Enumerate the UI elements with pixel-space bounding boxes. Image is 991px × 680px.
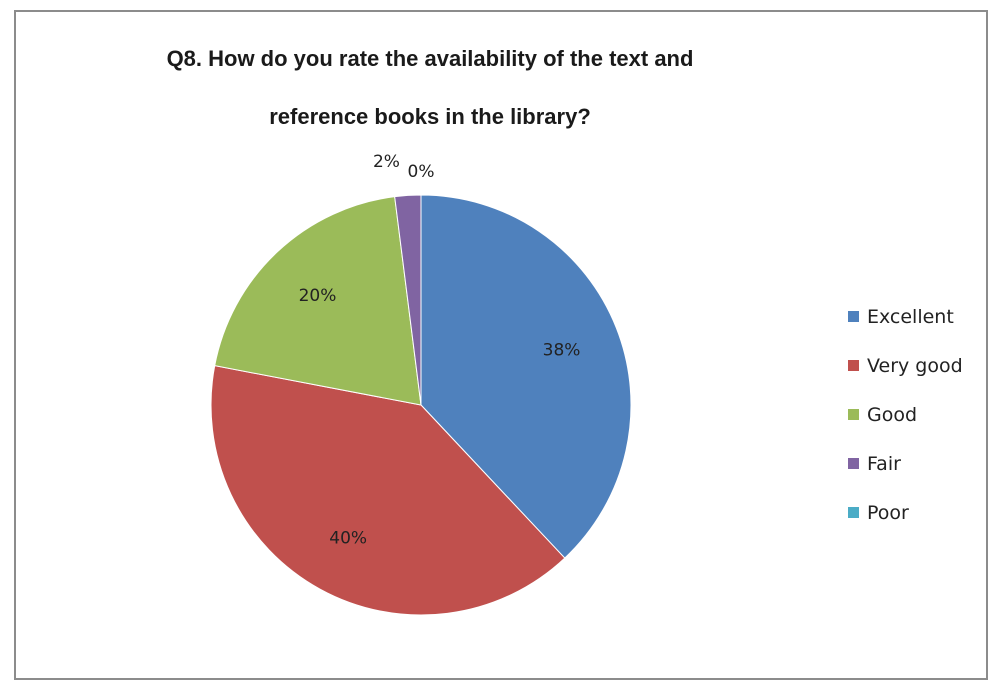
legend-item-excellent: Excellent <box>848 292 963 341</box>
pie-slice-very-good <box>210 365 566 616</box>
chart-title: Q8. How do you rate the availability of … <box>166 46 694 129</box>
pie-chart: 38% 40% 20% 2% 0% <box>210 152 632 616</box>
legend: Excellent Very good Good Fair Poor <box>848 292 963 537</box>
legend-label: Poor <box>867 501 909 524</box>
pie-slice-good <box>214 196 422 406</box>
legend-label: Very good <box>867 354 963 377</box>
legend-label: Fair <box>867 452 901 475</box>
legend-label: Excellent <box>867 305 954 328</box>
legend-swatch <box>848 507 859 518</box>
pie-slice-excellent <box>420 194 632 559</box>
legend-item-fair: Fair <box>848 439 963 488</box>
pie-slice-fair <box>394 194 422 406</box>
data-label-excellent: 38% <box>543 340 581 360</box>
legend-swatch <box>848 311 859 322</box>
data-label-poor: 0% <box>408 162 435 182</box>
legend-swatch <box>848 360 859 371</box>
data-label-good: 20% <box>299 286 337 306</box>
legend-swatch <box>848 409 859 420</box>
data-label-fair: 2% <box>373 152 400 172</box>
legend-item-good: Good <box>848 390 963 439</box>
legend-item-very-good: Very good <box>848 341 963 390</box>
legend-swatch <box>848 458 859 469</box>
data-label-very-good: 40% <box>329 528 367 548</box>
legend-item-poor: Poor <box>848 488 963 537</box>
legend-label: Good <box>867 403 918 426</box>
